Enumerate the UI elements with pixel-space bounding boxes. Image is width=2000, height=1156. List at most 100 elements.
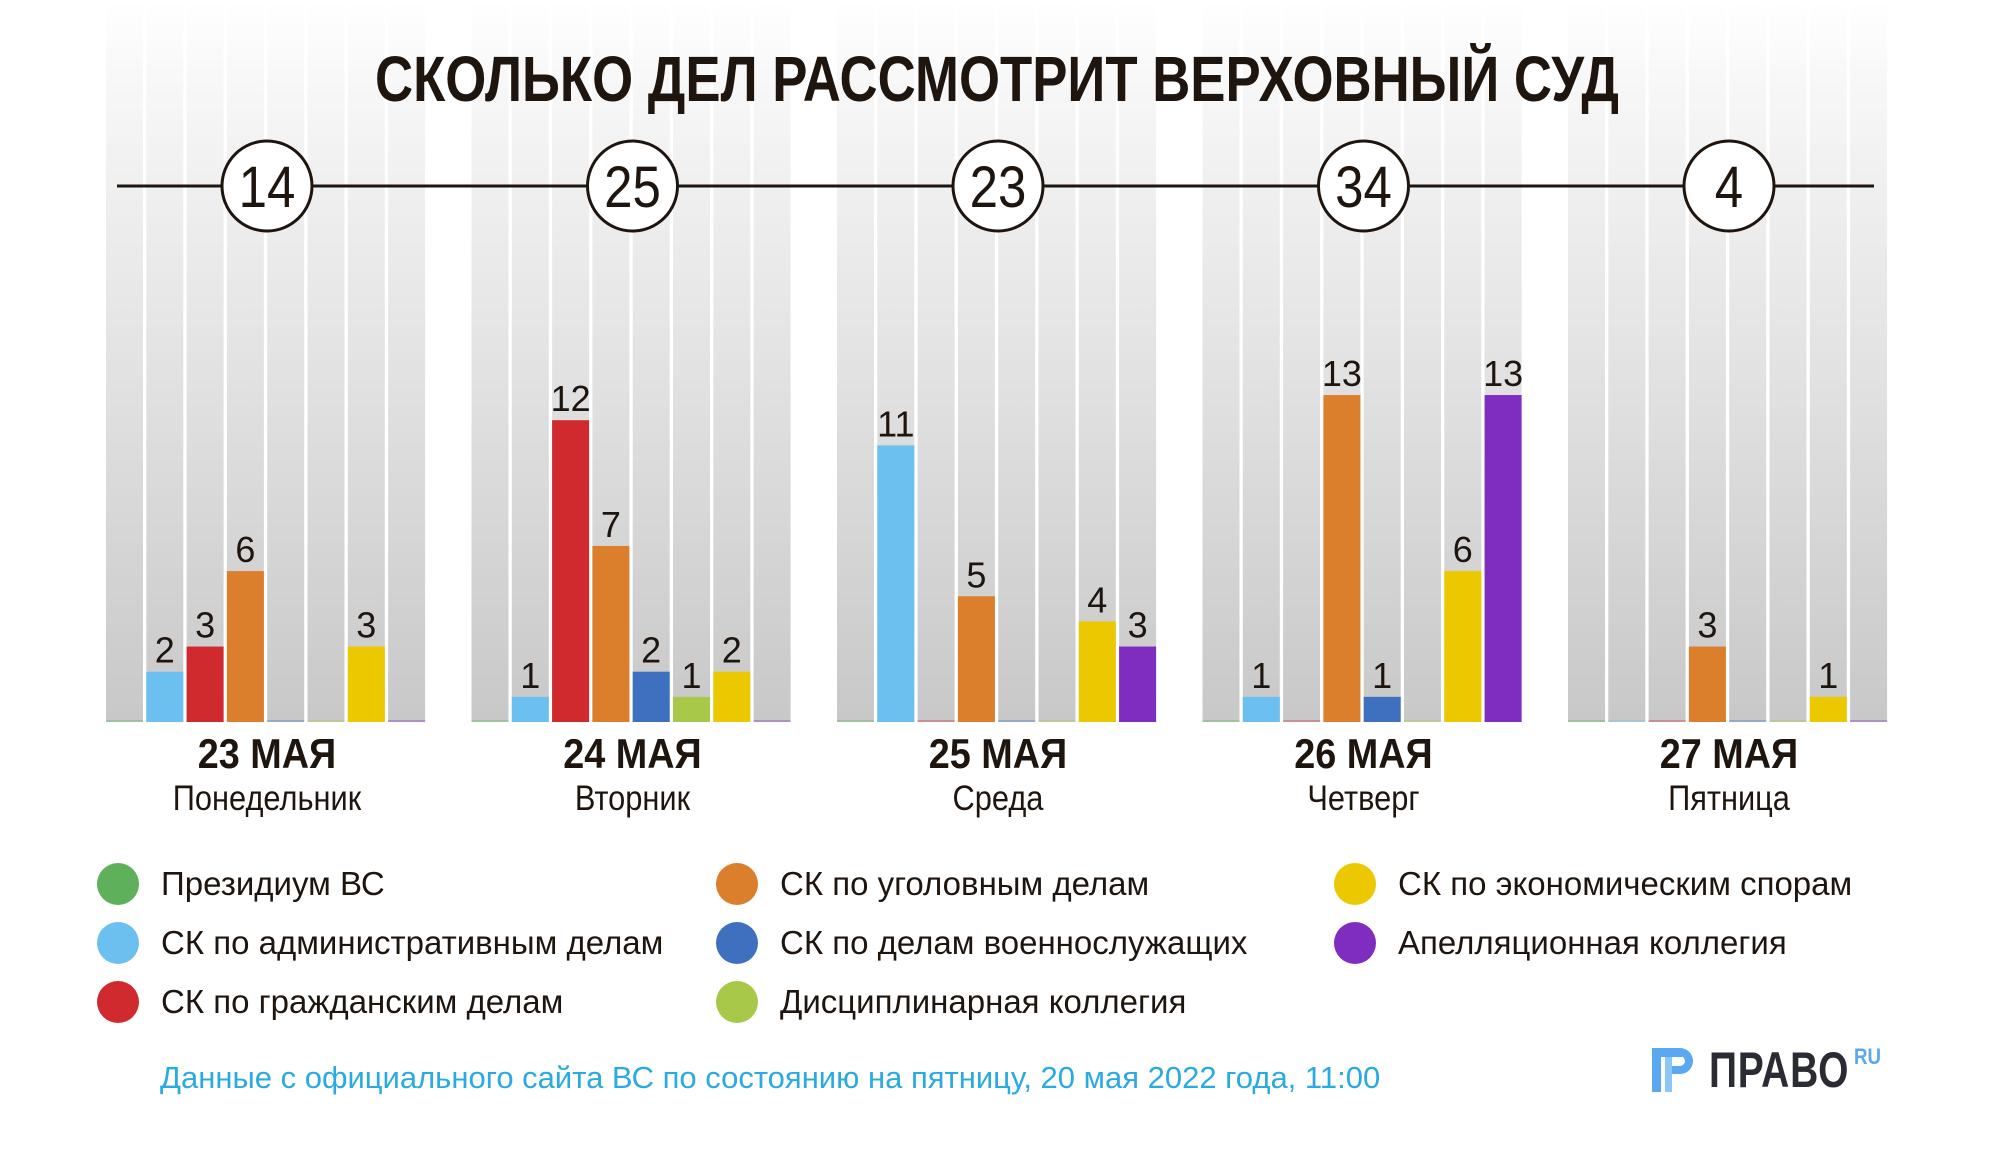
bar-value-label: 12 <box>551 378 591 419</box>
source-footnote: Данные с официального сайта ВС по состоя… <box>160 1060 1381 1095</box>
legend-label: Президиум ВС <box>161 865 385 902</box>
bar-criminal <box>592 545 630 722</box>
bar-admin <box>511 696 549 722</box>
background-column <box>1363 0 1401 722</box>
bar-value-label: 2 <box>722 630 742 671</box>
column-baseline-mark <box>998 720 1036 722</box>
chart-title: СКОЛЬКО ДЕЛ РАССМОТРИТ ВЕРХОВНЫЙ СУД <box>375 43 1619 115</box>
background-column <box>267 0 305 722</box>
bar-value-label: 13 <box>1322 353 1362 394</box>
background-column <box>471 0 509 722</box>
day-total-value: 14 <box>239 155 296 220</box>
background-column <box>1283 0 1321 722</box>
legend-item-economic: СК по экономическим спорам <box>1334 861 1852 907</box>
day-weekday: Пятница <box>1668 778 1790 817</box>
bar-value-label: 3 <box>1128 605 1148 646</box>
bar-value-label: 6 <box>1453 529 1473 570</box>
background-column <box>837 0 874 722</box>
pravo-ru-logo[interactable]: ПРАВО RU <box>1652 1042 1897 1098</box>
day-total-value: 34 <box>1335 155 1392 220</box>
bar-economic <box>1809 696 1847 722</box>
day-total-value: 25 <box>604 155 661 220</box>
legend-swatch-icon <box>97 922 139 964</box>
bar-criminal <box>226 571 264 722</box>
column-baseline-mark <box>1568 720 1605 722</box>
background-column <box>307 0 345 722</box>
legend-item-presidium: Президиум ВС <box>97 861 385 907</box>
bar-criminal <box>957 596 995 722</box>
day-date: 24 МАЯ <box>563 731 701 777</box>
column-baseline-mark <box>388 720 426 722</box>
pravo-logo-icon <box>1652 1048 1693 1092</box>
bar-value-label: 6 <box>235 529 255 570</box>
background-column <box>1850 0 1888 722</box>
background-column <box>673 0 710 722</box>
bar-value-label: 3 <box>195 605 215 646</box>
background-column <box>1608 0 1646 722</box>
day-date: 25 МАЯ <box>929 731 1067 777</box>
column-baseline-mark <box>307 720 345 722</box>
legend-item-military: СК по делам военнослужащих <box>716 920 1247 966</box>
day-date: 23 МАЯ <box>198 731 336 777</box>
background-column <box>917 0 955 722</box>
bar-civil <box>186 646 224 722</box>
bar-value-label: 13 <box>1483 353 1523 394</box>
day-total-circle <box>220 139 314 233</box>
day-weekday: Вторник <box>575 778 691 817</box>
column-baseline-mark <box>1202 720 1240 722</box>
legend-swatch-icon <box>97 863 139 905</box>
background-column <box>1242 0 1280 722</box>
legend-label: СК по уголовным делам <box>780 865 1150 902</box>
bar-economic <box>1078 621 1116 722</box>
day-total-value: 23 <box>970 155 1027 220</box>
column-baseline-mark <box>1648 720 1686 722</box>
bar-value-label: 3 <box>1697 605 1717 646</box>
column-baseline-mark <box>1283 720 1321 722</box>
column-baseline-mark <box>106 720 143 722</box>
bar-value-label: 5 <box>966 554 986 595</box>
bar-civil <box>552 420 590 722</box>
day-weekday: Четверг <box>1307 778 1419 817</box>
legend-item-criminal: СК по уголовным делам <box>716 861 1149 907</box>
background-column <box>1769 0 1807 722</box>
legend-item-disciplinary: Дисциплинарная коллегия <box>716 979 1186 1025</box>
column-baseline-mark <box>837 720 874 722</box>
bar-value-label: 7 <box>601 504 621 545</box>
day-totals: 14 25 23 34 4 <box>220 139 1776 233</box>
background-column <box>186 0 224 722</box>
bar-value-label: 2 <box>155 630 175 671</box>
bar-value-label: 1 <box>1818 655 1838 696</box>
background-column <box>1568 0 1605 722</box>
bar-economic <box>713 671 751 722</box>
bar-value-label: 1 <box>681 655 701 696</box>
background-column <box>1078 0 1116 722</box>
background-column <box>1688 0 1726 722</box>
bar-criminal <box>1688 646 1726 722</box>
background-column <box>388 0 426 722</box>
column-baseline-mark <box>1404 720 1441 722</box>
column-baseline-mark <box>1769 720 1807 722</box>
bar-military <box>632 671 670 722</box>
legend-swatch-icon <box>1334 863 1376 905</box>
background-column <box>632 0 670 722</box>
day-date: 26 МАЯ <box>1294 731 1432 777</box>
background-column <box>998 0 1036 722</box>
column-baseline-mark <box>1608 720 1646 722</box>
legend-item-admin: СК по административным делам <box>97 920 663 966</box>
bar-military <box>1363 696 1401 722</box>
bar-value-label: 1 <box>520 655 540 696</box>
legend-swatch-icon <box>716 981 758 1023</box>
logo-wordmark: ПРАВО <box>1709 1042 1850 1098</box>
legend-swatch-icon <box>716 922 758 964</box>
legend-swatch-icon <box>1334 922 1376 964</box>
bar-value-label: 1 <box>1251 655 1271 696</box>
background-column <box>347 0 385 722</box>
column-baseline-mark <box>1729 720 1767 722</box>
day-date: 27 МАЯ <box>1660 731 1798 777</box>
background-column <box>1648 0 1686 722</box>
column-baseline-mark <box>267 720 305 722</box>
legend-swatch-icon <box>97 981 139 1023</box>
background-column <box>1202 0 1240 722</box>
